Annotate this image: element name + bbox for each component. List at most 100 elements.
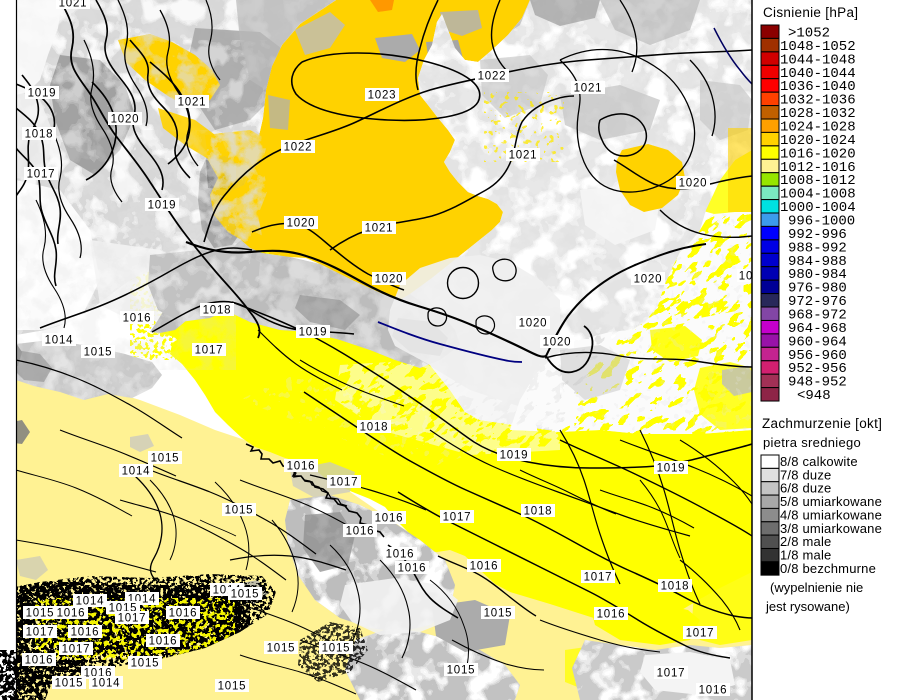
svg-text:948-952: 948-952: [788, 375, 847, 391]
svg-text:1016-1020: 1016-1020: [780, 146, 856, 162]
svg-text:4/8 umiarkowane: 4/8 umiarkowane: [780, 507, 882, 522]
svg-text:1021: 1021: [59, 0, 88, 10]
svg-text:1017: 1017: [118, 613, 147, 625]
svg-text:1014: 1014: [122, 466, 151, 478]
svg-text:1016: 1016: [346, 526, 375, 538]
svg-text:980-984: 980-984: [788, 267, 847, 283]
svg-text:1019: 1019: [500, 450, 529, 462]
svg-text:1/8 male: 1/8 male: [780, 548, 831, 563]
svg-text:1021: 1021: [178, 97, 207, 109]
svg-text:6/8 duze: 6/8 duze: [780, 481, 831, 496]
svg-text:1015: 1015: [322, 643, 351, 655]
svg-text:3/8 umiarkowane: 3/8 umiarkowane: [780, 521, 882, 536]
svg-text:1016: 1016: [25, 655, 54, 667]
svg-text:1020: 1020: [634, 274, 663, 286]
svg-text:1020: 1020: [287, 218, 316, 230]
svg-text:1016: 1016: [169, 608, 198, 620]
svg-text:1016: 1016: [375, 513, 404, 525]
svg-text:1017: 1017: [657, 668, 686, 680]
svg-text:1022: 1022: [478, 71, 507, 83]
svg-text:1018: 1018: [360, 422, 389, 434]
svg-text:984-988: 984-988: [788, 254, 847, 270]
svg-text:1017: 1017: [330, 477, 359, 489]
svg-text:1020: 1020: [375, 274, 404, 286]
svg-text:1018: 1018: [25, 129, 54, 141]
svg-text:1028-1032: 1028-1032: [780, 106, 856, 122]
svg-text:1014: 1014: [45, 335, 74, 347]
svg-text:1015: 1015: [131, 658, 160, 670]
svg-text:1019: 1019: [299, 327, 328, 339]
svg-text:1017: 1017: [62, 644, 91, 656]
svg-text:1000-1004: 1000-1004: [780, 200, 856, 216]
svg-text:8/8 calkowite: 8/8 calkowite: [780, 454, 858, 469]
svg-text:1018: 1018: [524, 506, 553, 518]
svg-text:1032-1036: 1032-1036: [780, 93, 856, 109]
svg-text:1017: 1017: [686, 628, 715, 640]
svg-text:1017: 1017: [443, 512, 472, 524]
svg-text:7/8 duze: 7/8 duze: [780, 467, 831, 482]
svg-text:1048-1052: 1048-1052: [780, 39, 856, 55]
svg-text:1019: 1019: [148, 200, 177, 212]
svg-text:1021: 1021: [509, 150, 538, 162]
svg-text:1015: 1015: [84, 347, 113, 359]
svg-text:1015: 1015: [55, 678, 84, 690]
svg-text:1020-1024: 1020-1024: [780, 133, 856, 149]
svg-text:1014: 1014: [92, 678, 121, 690]
svg-text:1016: 1016: [71, 627, 100, 639]
svg-text:1020: 1020: [679, 178, 708, 190]
svg-text:<948: <948: [797, 388, 831, 404]
svg-text:1015: 1015: [447, 665, 476, 677]
svg-text:>1052: >1052: [788, 26, 830, 42]
svg-text:1015: 1015: [151, 453, 180, 465]
svg-text:988-992: 988-992: [788, 240, 847, 256]
svg-text:968-972: 968-972: [788, 308, 847, 324]
svg-text:964-968: 964-968: [788, 321, 847, 337]
svg-text:1018: 1018: [203, 305, 232, 317]
svg-text:1016: 1016: [123, 313, 152, 325]
svg-text:1016: 1016: [398, 563, 427, 575]
svg-text:1024-1028: 1024-1028: [780, 120, 856, 136]
svg-text:1015: 1015: [267, 643, 296, 655]
svg-text:1040-1044: 1040-1044: [780, 66, 856, 82]
svg-text:1017: 1017: [195, 345, 224, 357]
svg-text:1015: 1015: [484, 608, 513, 620]
svg-text:952-956: 952-956: [788, 361, 847, 377]
svg-text:956-960: 956-960: [788, 348, 847, 364]
svg-text:5/8 umiarkowane: 5/8 umiarkowane: [780, 494, 882, 509]
svg-text:1019: 1019: [657, 463, 686, 475]
svg-text:1004-1008: 1004-1008: [780, 187, 856, 203]
svg-text:Zachmurzenie [okt]: Zachmurzenie [okt]: [762, 416, 882, 431]
svg-text:1036-1040: 1036-1040: [780, 79, 856, 95]
svg-text:0/8 bezchmurne: 0/8 bezchmurne: [780, 561, 876, 576]
svg-text:1016: 1016: [149, 636, 178, 648]
svg-text:1015: 1015: [26, 608, 55, 620]
svg-text:1016: 1016: [57, 608, 86, 620]
svg-text:1016: 1016: [597, 609, 626, 621]
svg-text:1015: 1015: [225, 505, 254, 517]
svg-text:jest rysowane): jest rysowane): [765, 599, 850, 614]
svg-text:1016: 1016: [699, 685, 728, 697]
svg-text:1019: 1019: [28, 88, 57, 100]
svg-text:1017: 1017: [26, 627, 55, 639]
svg-text:1020: 1020: [543, 337, 572, 349]
svg-text:1016: 1016: [470, 561, 499, 573]
svg-text:1016: 1016: [386, 549, 415, 561]
svg-text:1016: 1016: [287, 461, 316, 473]
svg-text:1015: 1015: [218, 681, 247, 693]
svg-text:1022: 1022: [284, 142, 313, 154]
svg-text:1015: 1015: [231, 589, 260, 601]
svg-text:1021: 1021: [365, 223, 394, 235]
svg-text:2/8 male: 2/8 male: [780, 534, 831, 549]
svg-text:1020: 1020: [111, 114, 140, 126]
svg-text:1017: 1017: [27, 169, 56, 181]
svg-text:10: 10: [739, 271, 753, 283]
svg-text:976-980: 976-980: [788, 281, 847, 297]
svg-text:1008-1012: 1008-1012: [780, 173, 856, 189]
svg-text:960-964: 960-964: [788, 334, 847, 350]
svg-text:(wypelnienie nie: (wypelnienie nie: [770, 580, 863, 595]
svg-text:972-976: 972-976: [788, 294, 847, 310]
svg-text:Cisnienie [hPa]: Cisnienie [hPa]: [763, 5, 858, 20]
svg-text:1023: 1023: [368, 90, 397, 102]
svg-text:992-996: 992-996: [788, 227, 847, 243]
svg-text:1017: 1017: [584, 572, 613, 584]
